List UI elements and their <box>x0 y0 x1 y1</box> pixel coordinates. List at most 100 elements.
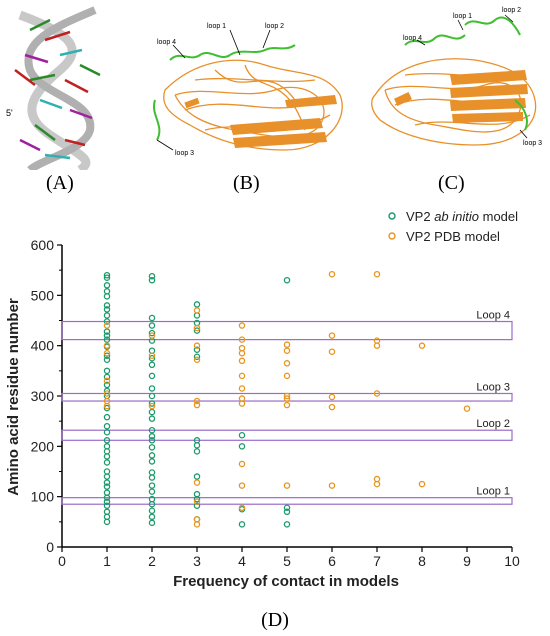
ab-initio-point <box>103 387 111 395</box>
x-tick-label: 0 <box>58 553 66 569</box>
pdb-point <box>238 395 246 402</box>
ab-initio-point <box>103 288 111 295</box>
ab-initio-point <box>193 346 201 353</box>
ab-initio-point <box>103 381 111 389</box>
pdb-point <box>283 372 291 380</box>
ab-initio-point <box>103 312 111 319</box>
pdb-point <box>193 342 201 349</box>
ab-initio-point <box>148 314 156 322</box>
loop-region-label: Loop 4 <box>476 310 510 322</box>
ab-initio-point <box>103 306 111 313</box>
pdb-point <box>193 324 201 332</box>
pdb-point <box>193 516 201 523</box>
pdb-point <box>193 397 201 405</box>
pdb-point <box>103 349 111 357</box>
ab-initio-point <box>148 507 156 515</box>
ab-initio-point <box>148 458 156 465</box>
pdb-point <box>373 337 381 344</box>
pdb-point <box>103 342 111 349</box>
x-tick-label: 10 <box>504 553 520 569</box>
x-tick-label: 3 <box>193 553 201 569</box>
pdb-point <box>103 377 111 385</box>
ab-initio-point <box>103 274 111 281</box>
y-tick-label: 500 <box>31 287 55 303</box>
ab-initio-point <box>148 400 156 407</box>
legend-marker <box>388 212 396 220</box>
ab-initio-point <box>148 276 156 284</box>
c-loop-3-label: loop 3 <box>523 140 542 147</box>
x-tick-label: 2 <box>148 553 156 569</box>
pdb-point <box>373 475 381 483</box>
ab-initio-point <box>103 328 111 335</box>
ab-initio-point <box>283 521 291 528</box>
ab-initio-point <box>103 318 111 325</box>
pdb-point <box>328 393 336 401</box>
ab-initio-point <box>148 426 156 434</box>
pdb-point <box>238 372 246 380</box>
pdb-point <box>463 405 471 412</box>
data-points <box>103 270 471 528</box>
ab-initio-point <box>103 498 111 505</box>
b-loop-2-label: loop 2 <box>265 23 284 30</box>
pdb-point <box>373 390 381 397</box>
chart-legend: VP2 ab initio model VP2 PDB model <box>388 209 518 244</box>
ab-initio-point <box>103 367 111 375</box>
ab-initio-point <box>103 479 111 486</box>
ab-initio-point <box>103 443 111 450</box>
ab-initio-point <box>148 392 156 400</box>
loop-region-label: Loop 3 <box>476 381 510 393</box>
ab-initio-point <box>103 356 111 364</box>
pdb-point <box>193 498 201 505</box>
x-tick-label: 5 <box>283 553 291 569</box>
ab-initio-point <box>103 422 111 430</box>
vp2-ab-initio-structure-image: loop 1 loop 2 loop 3 loop 4 <box>152 23 343 157</box>
pdb-point <box>193 401 201 409</box>
ab-initio-point <box>103 352 111 359</box>
ab-initio-point <box>148 415 156 422</box>
pdb-point <box>283 392 291 400</box>
pdb-point <box>328 270 336 278</box>
x-tick-label: 9 <box>463 553 471 569</box>
pdb-point <box>103 390 111 397</box>
pdb-point <box>328 332 336 339</box>
b-loop-1-label: loop 1 <box>207 23 226 30</box>
ab-initio-point <box>193 327 201 334</box>
ab-initio-point <box>148 444 156 451</box>
y-tick-label: 600 <box>31 237 55 253</box>
ab-initio-point <box>148 322 156 329</box>
pdb-point <box>283 401 291 409</box>
x-axis-label: Frequency of contact in models <box>173 573 399 590</box>
y-tick-label: 400 <box>31 338 55 354</box>
pdb-point <box>148 402 156 410</box>
loop-region-box <box>61 320 513 341</box>
x-tick-label: 6 <box>328 553 336 569</box>
pdb-point <box>103 397 111 405</box>
loop-regions: Loop 4 Loop 3 Loop 2 Loop 1 <box>61 310 513 505</box>
x-tick-label: 8 <box>418 553 426 569</box>
b-loop-4-label: loop 4 <box>157 39 176 46</box>
pdb-point <box>193 356 201 364</box>
pdb-point <box>283 395 291 402</box>
pdb-point <box>148 332 156 339</box>
five-prime-label: 5' <box>6 108 13 118</box>
ab-initio-point <box>193 301 201 308</box>
c-loop-4-label: loop 4 <box>403 35 422 42</box>
ab-initio-point <box>148 272 156 280</box>
pdb-point <box>328 403 336 411</box>
panel-c-label: (C) <box>438 172 465 194</box>
ab-initio-point <box>148 385 156 392</box>
pdb-point <box>418 342 426 349</box>
legend-entry: VP2 ab initio model <box>406 209 518 224</box>
ab-initio-point <box>238 432 246 439</box>
loop-region-label: Loop 2 <box>476 418 510 430</box>
ab-initio-point <box>103 271 111 279</box>
ab-initio-point <box>193 473 201 480</box>
ab-initio-point <box>193 437 201 444</box>
loop-region-label: Loop 1 <box>476 486 510 498</box>
ab-initio-point <box>193 448 201 455</box>
pdb-point <box>283 360 291 367</box>
ab-initio-point <box>103 373 111 381</box>
pdb-point <box>103 322 111 329</box>
ab-initio-point <box>283 508 291 516</box>
